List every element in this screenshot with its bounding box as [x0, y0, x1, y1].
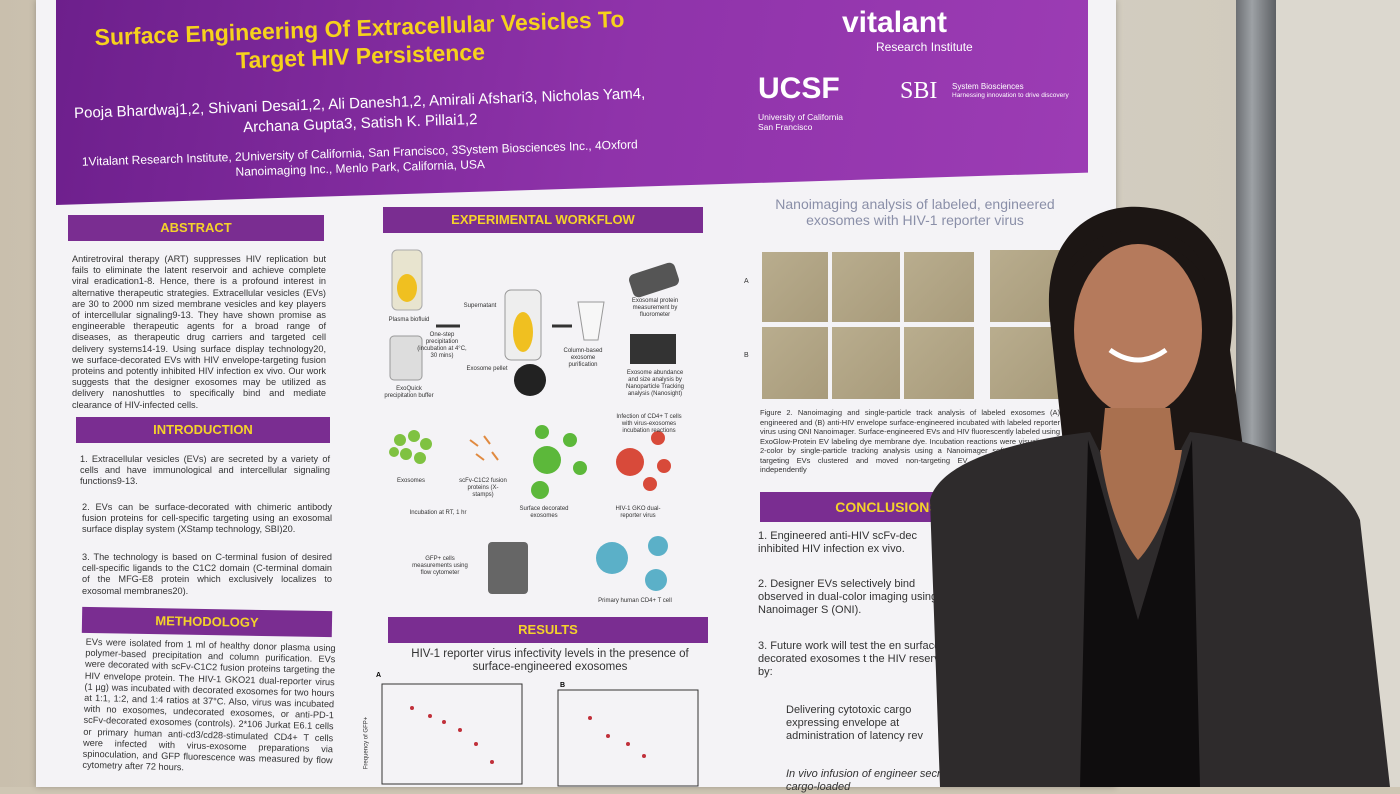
section-heading: INTRODUCTION: [76, 417, 330, 443]
nanosight: [630, 334, 676, 364]
exosomes: [389, 430, 432, 464]
workflow-label: scFv-C1C2 fusion proteins (X-stamps): [459, 478, 507, 498]
section-heading: METHODOLOGY: [81, 606, 333, 638]
neckline: [1100, 450, 1182, 560]
workflow-label: Column-based exosome purification: [563, 348, 603, 368]
neck: [1100, 408, 1176, 460]
workflow-label: One-step precipitation (incubation at 4°…: [417, 332, 467, 359]
micrograph: [990, 327, 1060, 399]
workflow-label: HIV-1 GKO dual-reporter virus: [615, 506, 661, 519]
bottle: [389, 335, 423, 381]
tube-fill: [397, 274, 417, 302]
workflow-label: ExoQuick precipitation buffer: [384, 386, 434, 399]
methodology-text: EVs were isolated from 1 ml of healthy d…: [82, 636, 336, 773]
logo: UCSF: [758, 72, 840, 105]
logo: vitalant: [842, 6, 948, 39]
t-cells: [596, 536, 668, 591]
panel-label: B: [560, 682, 566, 689]
smile: [1108, 347, 1168, 363]
y-axis-label: Frequency of GFP+: [363, 716, 370, 770]
row-label: B: [744, 352, 749, 359]
flow-cytometer: [488, 542, 528, 594]
panel-label: A: [376, 672, 382, 679]
workflow-label: Exosomes: [396, 478, 425, 484]
micrograph: [762, 327, 828, 399]
logo-text: Research Institute: [876, 40, 973, 54]
workflow-label: GFP+ cells measurements using flow cytom…: [412, 556, 468, 576]
section-heading: EXPERIMENTAL WORKFLOW: [383, 207, 703, 233]
workflow-label: Incubation at RT, 1 hr: [409, 510, 467, 516]
person: [930, 206, 1390, 787]
face: [1074, 244, 1202, 416]
micrograph: [832, 252, 900, 322]
decorated-exosomes: [531, 425, 587, 499]
fluorometer: [629, 262, 679, 298]
workflow-label: Surface decorated exosomes: [519, 506, 569, 519]
workflow-label: Supernatant: [463, 303, 497, 309]
conclusion-item: 1. Engineered anti-HIV scFv-dec inhibite…: [758, 530, 917, 555]
section-heading: RESULTS: [388, 617, 708, 643]
conclusion-item: 2. Designer EVs selectively bind observe…: [758, 578, 947, 616]
logo: SBI: [900, 78, 938, 104]
x-stamps: [469, 435, 499, 461]
tube-fill: [513, 312, 533, 352]
workflow-diagram: [389, 249, 679, 594]
virus: [616, 431, 671, 491]
pellet: [514, 364, 546, 396]
logo-text: Harnessing innovation to drive discovery: [952, 92, 1069, 99]
conclusion-item: Delivering cytotoxic cargo expressing en…: [786, 704, 923, 742]
intro-item: 2. EVs can be surface-decorated with chi…: [82, 502, 332, 535]
logo-text: University of California San Francisco: [758, 112, 844, 132]
workflow-label: Primary human CD4+ T cell: [598, 598, 672, 604]
nanoimaging-title: Nanoimaging analysis of labeled, enginee…: [775, 196, 1055, 228]
data-points: [410, 706, 646, 764]
abstract-text: Antiretroviral therapy (ART) suppresses …: [72, 254, 326, 410]
micrograph: [762, 252, 828, 322]
micrograph: [904, 327, 974, 399]
logo-text: System Biosciences: [952, 82, 1024, 91]
micrograph: [904, 252, 974, 322]
plot-frame: [381, 683, 523, 785]
intro-item: 1. Extracellular vesicles (EVs) are secr…: [80, 454, 330, 487]
workflow-label: Plasma biofluid: [388, 317, 430, 323]
hair-top: [1070, 230, 1205, 280]
workflow-label: Infection of CD4+ T cells with virus-exo…: [616, 414, 682, 434]
micrograph: [832, 327, 900, 399]
conclusion-item: 3. Future work will test the en surface …: [758, 640, 952, 678]
results-charts: [381, 683, 699, 787]
top: [1080, 440, 1200, 787]
results-chart-title: HIV-1 reporter virus infectivity levels …: [411, 648, 689, 673]
plot-frame: [557, 689, 699, 787]
row-label: A: [744, 278, 749, 285]
workflow-label: Exosomal protein measurement by fluorome…: [631, 298, 679, 318]
section-heading: ABSTRACT: [68, 215, 324, 241]
workflow-label: Exosome pellet: [466, 366, 508, 372]
column: [577, 301, 605, 341]
workflow-label: Exosome abundance and size analysis by N…: [625, 370, 685, 397]
figure-caption: Figure 2. Nanoimaging and single-particl…: [760, 408, 1060, 474]
intro-item: 3. The technology is based on C-terminal…: [82, 552, 332, 596]
micrograph: [990, 250, 1060, 322]
